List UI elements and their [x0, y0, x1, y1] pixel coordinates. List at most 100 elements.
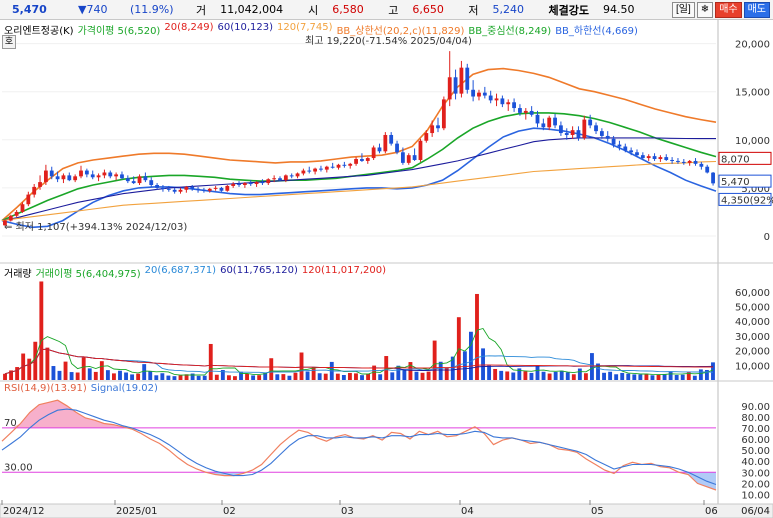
x-axis-label: 2025/01: [116, 506, 158, 517]
volume-bar: [142, 364, 147, 380]
ma120-line: [1, 160, 717, 222]
volume-bar: [233, 376, 237, 380]
signal-line: [1, 408, 717, 486]
candle-body: [400, 152, 405, 163]
candle-body: [629, 150, 634, 153]
candle-body: [84, 170, 89, 175]
candle-body: [67, 175, 72, 181]
quote-bar: 5,470 ▼740 (11.9%) 거 11,042,004 시 6,580 …: [0, 0, 773, 20]
candle-body: [547, 117, 552, 128]
bb-mid-tag-box: [718, 151, 772, 165]
candle-body: [3, 220, 7, 226]
volume-bar: [420, 372, 425, 380]
candle-body: [605, 135, 610, 139]
volume-bar: [281, 374, 286, 380]
candle-body: [242, 183, 247, 185]
candle-body: [90, 174, 95, 178]
volume-bar: [39, 281, 44, 380]
candle-body: [360, 159, 364, 161]
candle-body: [38, 182, 42, 187]
hoga-toggle[interactable]: 호: [2, 35, 16, 49]
candle-body: [172, 189, 177, 192]
x-axis-label: 05: [591, 506, 604, 517]
candle-body: [471, 89, 476, 97]
volume-bar: [450, 356, 455, 380]
volume-bar: [565, 372, 570, 380]
candle-body: [354, 159, 358, 164]
volume-bar: [650, 375, 655, 380]
sell-button[interactable]: 매도: [743, 2, 770, 18]
x-axis-label: 04: [461, 506, 474, 517]
volume-bar: [293, 372, 298, 380]
volume-bar: [475, 293, 479, 380]
volume-bar: [184, 374, 189, 380]
volume-bar: [662, 373, 667, 380]
candle-body: [424, 133, 429, 141]
candle-body: [588, 119, 593, 126]
price-legend: 오리엔트정공(K) 가격이평 5(6,520) 20(8,249) 60(10,…: [4, 22, 638, 37]
candle-body: [184, 186, 189, 190]
volume-bar: [275, 374, 280, 380]
rsi-y-tick: 70.00: [741, 424, 770, 435]
candle-body: [307, 170, 312, 172]
volume-bar: [680, 374, 685, 380]
rsi-y-tick: 30.00: [741, 468, 770, 479]
volume-bar: [220, 370, 225, 380]
volume-bar: [136, 373, 141, 380]
candle-body: [658, 157, 663, 160]
volume-bar: [523, 371, 528, 380]
snowflake-icon[interactable]: ❄: [696, 2, 714, 18]
price-y-tick: 0: [764, 232, 770, 243]
rsi-30-label: 30.00: [4, 462, 33, 473]
legend-bb-upper: BB_상한선(20,2,c)(11,829): [336, 26, 465, 37]
price-y-tick: 15,000: [735, 88, 770, 99]
last-price-tag-box: [718, 174, 772, 188]
x-axis-label: 06: [705, 506, 718, 517]
volume-bar: [323, 373, 328, 380]
candle-body: [55, 176, 60, 180]
candle-body: [553, 117, 557, 126]
volume-ma5-line: [4, 327, 714, 376]
volume-bar: [414, 371, 419, 380]
candle-body: [699, 163, 704, 167]
volume-bar: [172, 376, 177, 380]
candle-body: [143, 176, 148, 181]
volume-bar: [711, 362, 715, 380]
volume-bar: [668, 371, 673, 380]
rsi-y-tick: 90.00: [741, 402, 770, 413]
strength-value: 94.50: [602, 3, 635, 16]
candle-body: [219, 187, 224, 191]
volume-bar: [481, 348, 485, 380]
volume-bar: [517, 368, 522, 380]
candle-body: [676, 160, 680, 162]
candle-body: [213, 187, 218, 189]
candle-body: [14, 211, 19, 216]
volume-ma120-line: [4, 348, 713, 375]
volume-bar: [632, 374, 637, 380]
candle-body: [447, 77, 452, 100]
volume-bar: [547, 373, 552, 380]
rsi-y-tick: 50.00: [741, 446, 770, 457]
candle-body: [477, 92, 481, 97]
candle-body: [295, 173, 300, 177]
candle-body: [108, 172, 113, 177]
candle-body: [248, 183, 253, 185]
buy-button[interactable]: 매수: [715, 2, 742, 18]
volume-bar: [602, 372, 606, 380]
candle-body: [500, 98, 505, 105]
bb-lower-tag: 4,350(92%): [721, 195, 773, 206]
volume-bar: [620, 372, 625, 380]
candle-body: [670, 159, 675, 161]
legend-ma20: 20(8,249): [164, 22, 214, 33]
period-day-button[interactable]: [일]: [672, 2, 695, 18]
volume-bar: [257, 375, 262, 380]
volume-bar: [311, 367, 316, 380]
volume-bar: [462, 351, 467, 380]
candle-body: [494, 98, 499, 101]
candle-body: [61, 175, 66, 180]
candle-body: [383, 134, 388, 152]
candle-body: [190, 186, 195, 189]
x-axis-label: 03: [341, 506, 354, 517]
volume-bar: [354, 373, 358, 380]
